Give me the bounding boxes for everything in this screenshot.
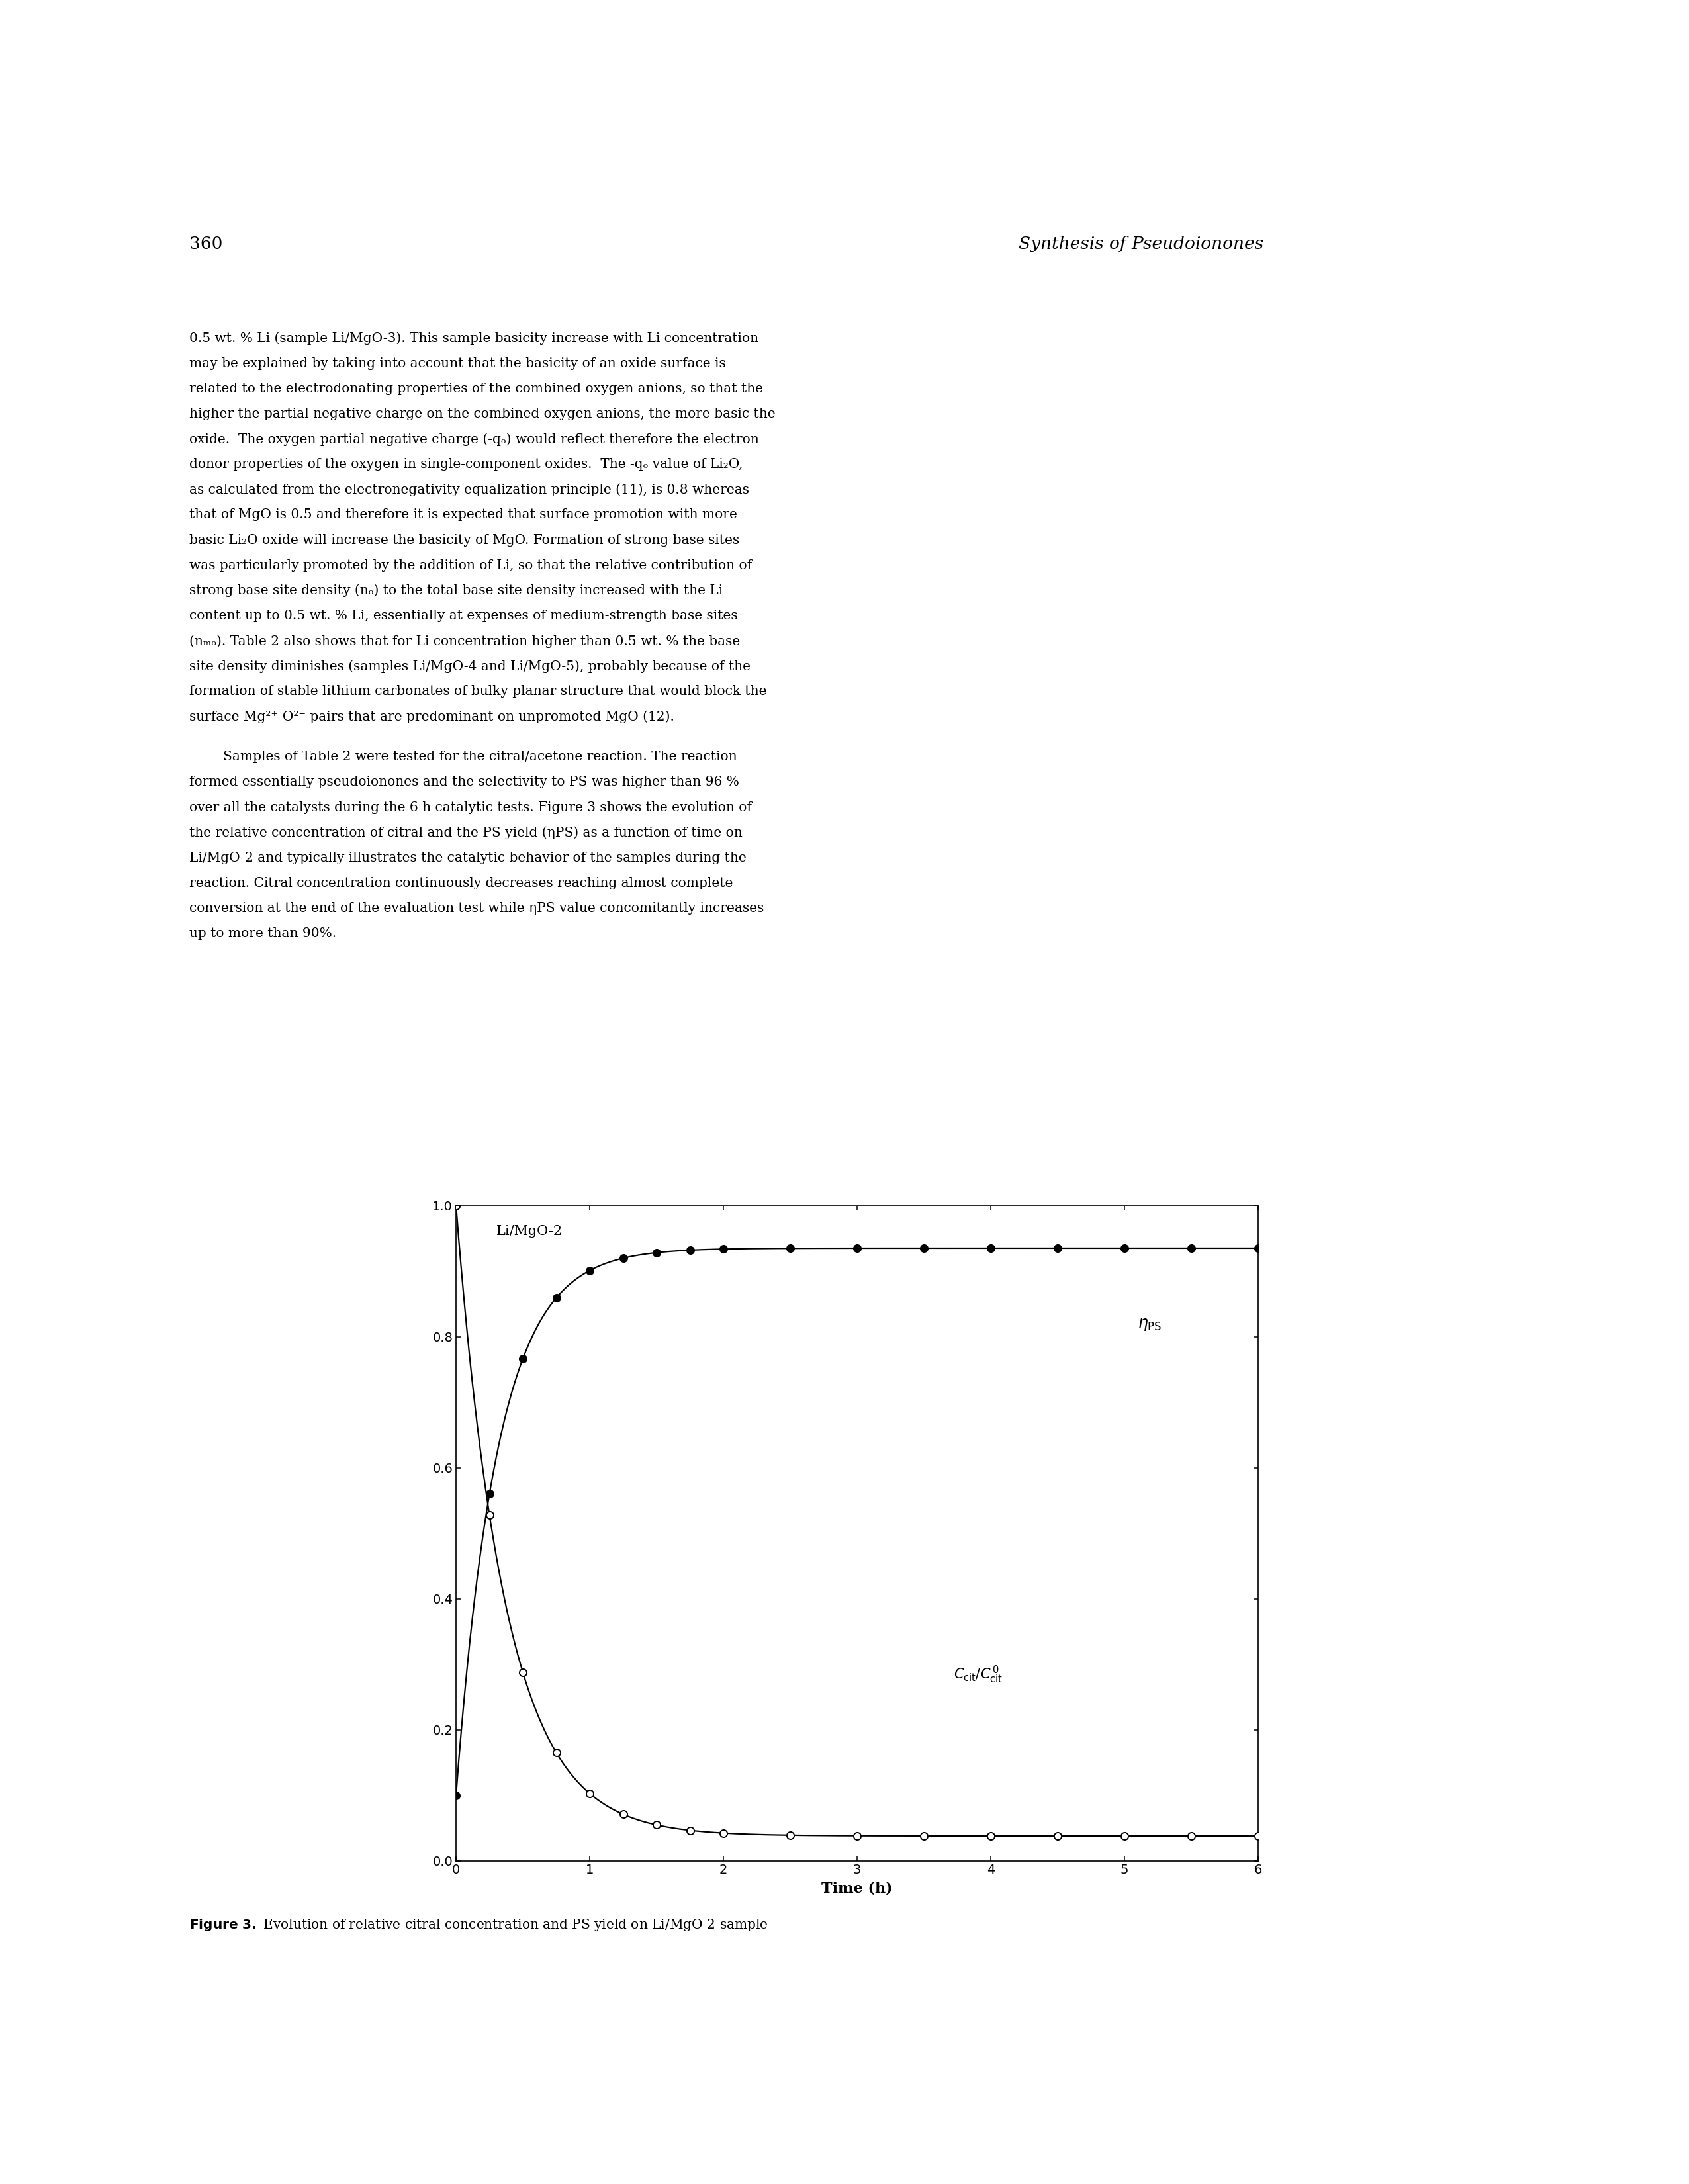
X-axis label: Time (h): Time (h) <box>821 1880 893 1896</box>
Text: conversion at the end of the evaluation test while ηPS value concomitantly incre: conversion at the end of the evaluation … <box>189 902 763 915</box>
Text: Li/MgO-2 and typically illustrates the catalytic behavior of the samples during : Li/MgO-2 and typically illustrates the c… <box>189 852 747 865</box>
Text: related to the electrodonating properties of the combined oxygen anions, so that: related to the electrodonating propertie… <box>189 382 763 395</box>
Text: higher the partial negative charge on the combined oxygen anions, the more basic: higher the partial negative charge on th… <box>189 408 775 419</box>
Text: up to more than 90%.: up to more than 90%. <box>189 928 336 939</box>
Text: the relative concentration of citral and the PS yield (ηPS) as a function of tim: the relative concentration of citral and… <box>189 826 741 839</box>
Text: $\eta_{\mathrm{PS}}$: $\eta_{\mathrm{PS}}$ <box>1138 1317 1162 1332</box>
Text: may be explained by taking into account that the basicity of an oxide surface is: may be explained by taking into account … <box>189 358 726 369</box>
Text: (nₘₒ). Table 2 also shows that for Li concentration higher than 0.5 wt. % the ba: (nₘₒ). Table 2 also shows that for Li co… <box>189 636 740 649</box>
Text: site density diminishes (samples Li/MgO-4 and Li/MgO-5), probably because of the: site density diminishes (samples Li/MgO-… <box>189 660 750 673</box>
Text: that of MgO is 0.5 and therefore it is expected that surface promotion with more: that of MgO is 0.5 and therefore it is e… <box>189 509 736 522</box>
Text: was particularly promoted by the addition of Li, so that the relative contributi: was particularly promoted by the additio… <box>189 559 752 572</box>
Text: Synthesis of Pseudoionones: Synthesis of Pseudoionones <box>1018 236 1263 253</box>
Text: donor properties of the oxygen in single-component oxides.  The -qₒ value of Li₂: donor properties of the oxygen in single… <box>189 459 743 472</box>
Text: strong base site density (nₒ) to the total base site density increased with the : strong base site density (nₒ) to the tot… <box>189 585 723 596</box>
Text: 360: 360 <box>189 236 223 253</box>
Text: formed essentially pseudoionones and the selectivity to PS was higher than 96 %: formed essentially pseudoionones and the… <box>189 775 740 788</box>
Text: content up to 0.5 wt. % Li, essentially at expenses of medium-strength base site: content up to 0.5 wt. % Li, essentially … <box>189 609 738 622</box>
Text: 0.5 wt. % Li (sample Li/MgO-3). This sample basicity increase with Li concentrat: 0.5 wt. % Li (sample Li/MgO-3). This sam… <box>189 332 758 345</box>
Text: Li/MgO-2: Li/MgO-2 <box>497 1225 562 1238</box>
Text: as calculated from the electronegativity equalization principle (11), is 0.8 whe: as calculated from the electronegativity… <box>189 483 750 496</box>
Text: surface Mg²⁺-O²⁻ pairs that are predominant on unpromoted MgO (12).: surface Mg²⁺-O²⁻ pairs that are predomin… <box>189 710 674 723</box>
Text: reaction. Citral concentration continuously decreases reaching almost complete: reaction. Citral concentration continuou… <box>189 876 733 889</box>
Text: over all the catalysts during the 6 h catalytic tests. Figure 3 shows the evolut: over all the catalysts during the 6 h ca… <box>189 802 752 815</box>
Text: basic Li₂O oxide will increase the basicity of MgO. Formation of strong base sit: basic Li₂O oxide will increase the basic… <box>189 533 740 546</box>
Text: $\mathbf{Figure\ 3.}$ Evolution of relative citral concentration and PS yield on: $\mathbf{Figure\ 3.}$ Evolution of relat… <box>189 1918 768 1933</box>
Text: oxide.  The oxygen partial negative charge (-qₒ) would reflect therefore the ele: oxide. The oxygen partial negative charg… <box>189 432 758 446</box>
Text: $C_{\mathrm{cit}}/C^{\,0}_{\mathrm{cit}}$: $C_{\mathrm{cit}}/C^{\,0}_{\mathrm{cit}}… <box>953 1664 1003 1684</box>
Text: Samples of Table 2 were tested for the citral/acetone reaction. The reaction: Samples of Table 2 were tested for the c… <box>189 751 736 762</box>
Text: formation of stable lithium carbonates of bulky planar structure that would bloc: formation of stable lithium carbonates o… <box>189 686 767 697</box>
